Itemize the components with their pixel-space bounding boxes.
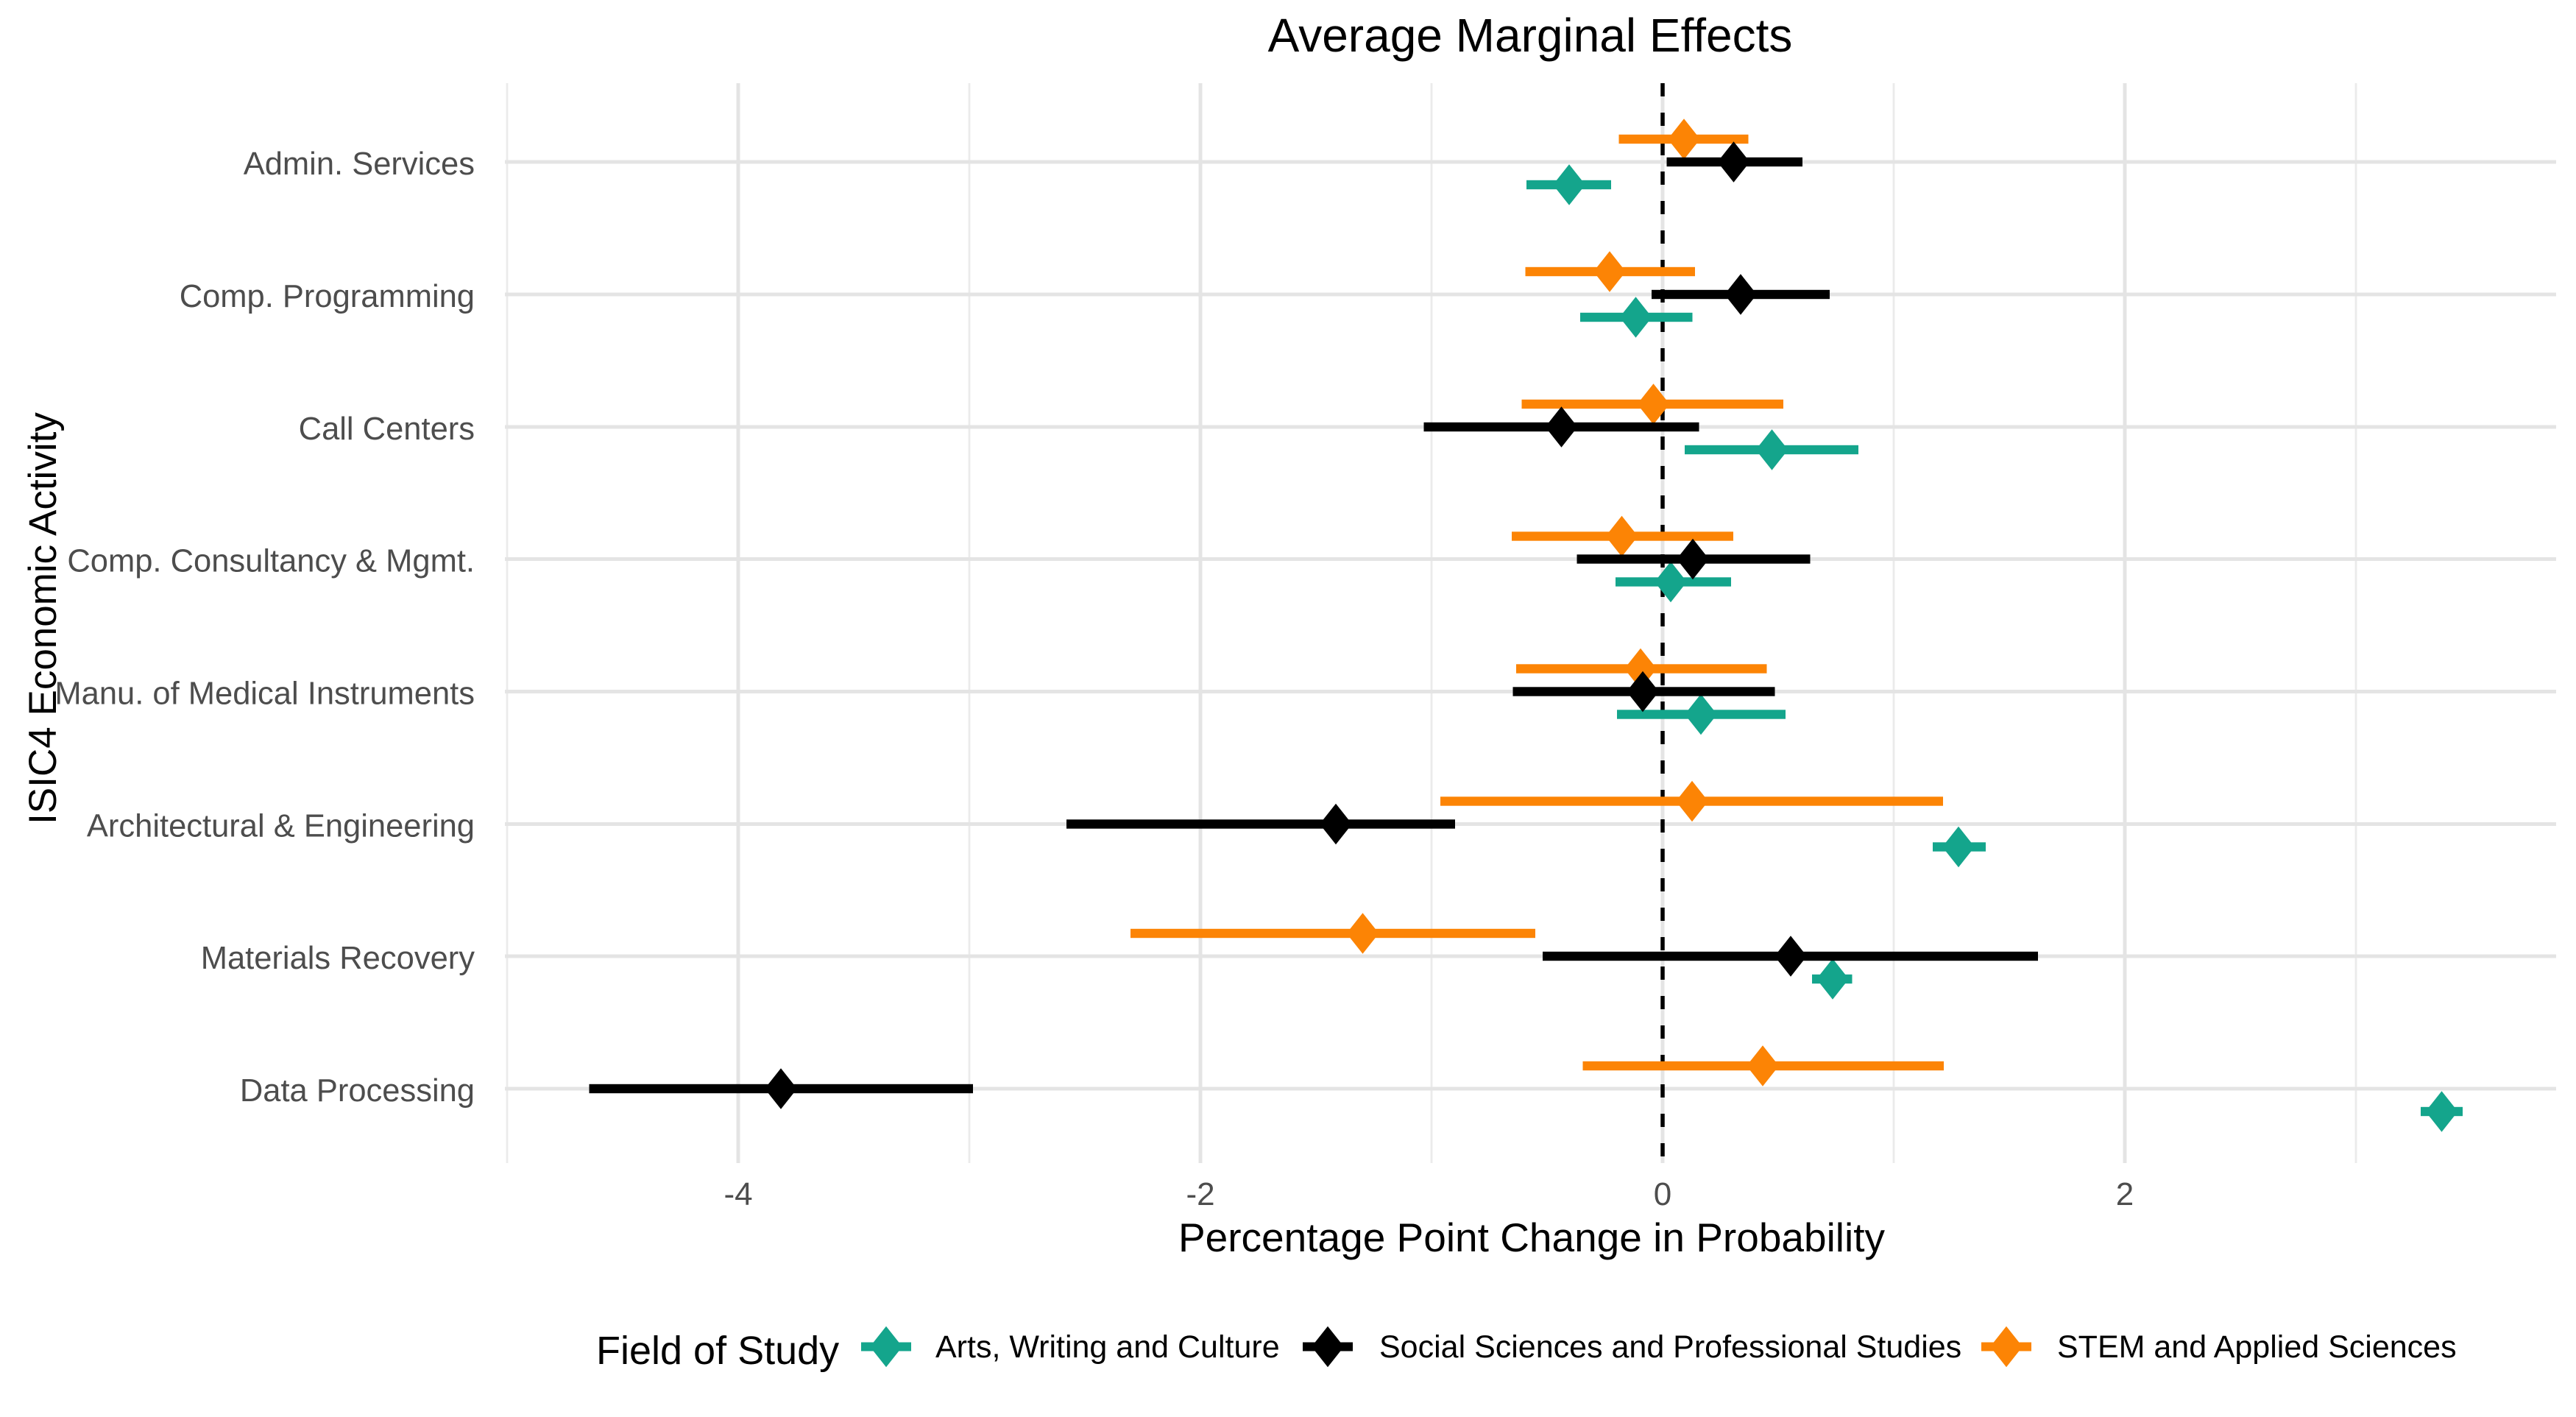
svg-text:Manu. of Medical Instruments: Manu. of Medical Instruments bbox=[54, 676, 475, 712]
svg-text:Materials Recovery: Materials Recovery bbox=[201, 941, 475, 976]
svg-text:Percentage Point Change in Pro: Percentage Point Change in Probability bbox=[1178, 1215, 1886, 1260]
svg-text:Field of Study: Field of Study bbox=[596, 1329, 839, 1373]
svg-text:Comp. Consultancy & Mgmt.: Comp. Consultancy & Mgmt. bbox=[67, 544, 475, 579]
svg-text:Data Processing: Data Processing bbox=[240, 1073, 475, 1109]
svg-text:2: 2 bbox=[2116, 1176, 2134, 1212]
svg-text:Average Marginal Effects: Average Marginal Effects bbox=[1268, 9, 1793, 62]
svg-text:Arts, Writing and Culture: Arts, Writing and Culture bbox=[935, 1329, 1280, 1365]
svg-text:0: 0 bbox=[1654, 1176, 1671, 1212]
svg-text:Call Centers: Call Centers bbox=[299, 411, 475, 447]
svg-text:Admin. Services: Admin. Services bbox=[244, 146, 475, 182]
svg-text:-2: -2 bbox=[1186, 1176, 1214, 1212]
svg-text:STEM and Applied Sciences: STEM and Applied Sciences bbox=[2057, 1329, 2457, 1365]
svg-text:-4: -4 bbox=[723, 1176, 752, 1212]
svg-text:ISIC4 Economic Activity: ISIC4 Economic Activity bbox=[21, 412, 65, 824]
svg-text:Comp. Programming: Comp. Programming bbox=[180, 279, 475, 314]
svg-text:Architectural & Engineering: Architectural & Engineering bbox=[87, 809, 475, 844]
svg-text:Social Sciences and Profession: Social Sciences and Professional Studies bbox=[1379, 1329, 1961, 1365]
